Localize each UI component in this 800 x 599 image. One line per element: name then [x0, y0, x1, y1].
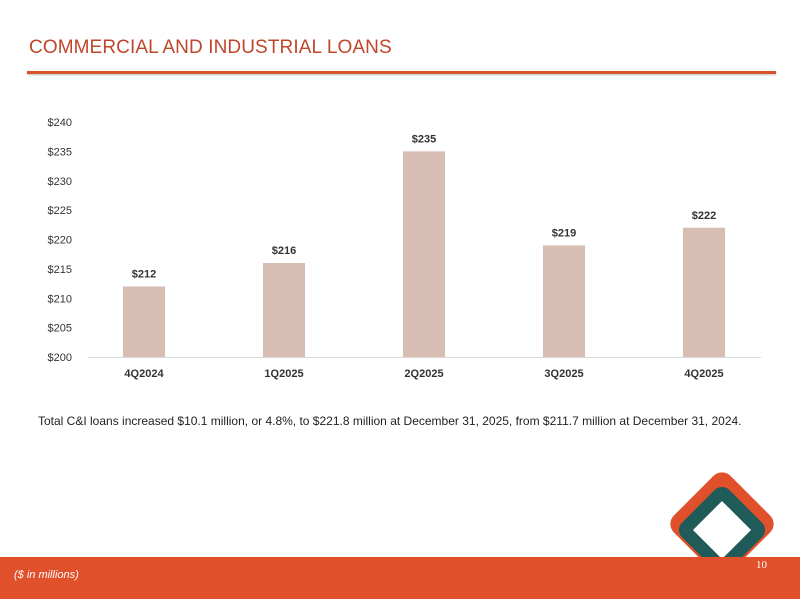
data-label: $216	[272, 245, 296, 257]
units-footnote: ($ in millions)	[14, 569, 79, 581]
x-tick-label: 3Q2025	[544, 368, 583, 380]
y-tick-label: $225	[48, 205, 72, 217]
y-tick-label: $235	[48, 146, 72, 158]
data-label: $219	[552, 227, 576, 239]
page-number: 10	[756, 559, 767, 571]
data-label: $222	[692, 210, 716, 222]
logo-teal-diamond	[678, 486, 766, 574]
y-tick-label: $200	[48, 352, 72, 364]
footer-bar	[0, 557, 800, 599]
x-tick-label: 4Q2025	[684, 368, 723, 380]
data-label: $212	[132, 269, 156, 281]
title-divider	[27, 71, 776, 74]
bar	[123, 286, 165, 357]
bar	[683, 227, 725, 357]
data-label: $235	[412, 133, 436, 145]
bar	[263, 263, 305, 357]
x-tick-label: 4Q2024	[124, 368, 164, 380]
company-logo	[670, 472, 774, 576]
slide-title: COMMERCIAL AND INDUSTRIAL LOANS	[29, 37, 392, 58]
y-tick-label: $240	[48, 117, 72, 129]
y-tick-label: $205	[48, 323, 72, 335]
x-tick-label: 1Q2025	[264, 368, 303, 380]
x-tick-label: 2Q2025	[404, 368, 443, 380]
y-tick-label: $210	[48, 293, 72, 305]
bar-chart: $200 $205 $210 $215 $220 $225 $230 $235 $240 $212…	[48, 117, 761, 380]
y-tick-label: $220	[48, 235, 72, 247]
y-tick-label: $215	[48, 264, 72, 276]
summary-text: Total C&I loans increased $10.1 million,…	[38, 414, 742, 428]
bar	[403, 151, 445, 357]
bar	[543, 245, 585, 357]
y-tick-label: $230	[48, 176, 72, 188]
